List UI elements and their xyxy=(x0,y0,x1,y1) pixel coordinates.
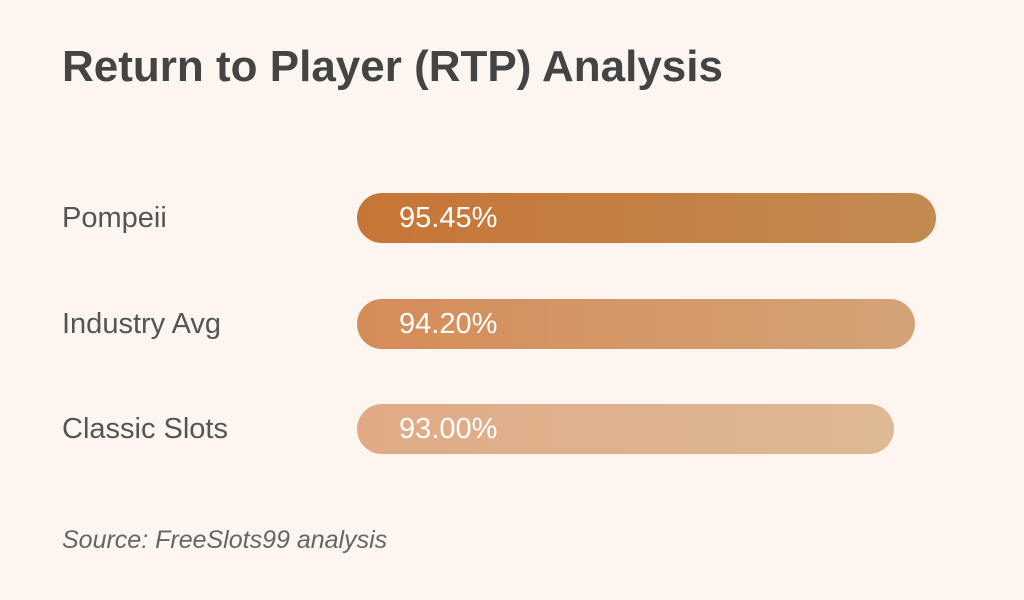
bar: 95.45% xyxy=(357,193,936,243)
source-note: Source: FreeSlots99 analysis xyxy=(62,526,388,554)
bar-value-label: 95.45% xyxy=(399,202,498,234)
bar-category-label: Industry Avg xyxy=(62,308,222,340)
bar-row: Industry Avg 94.20% xyxy=(0,299,1024,349)
bar: 93.00% xyxy=(357,404,894,454)
bar-category-label: Pompeii xyxy=(62,202,167,234)
chart-title: Return to Player (RTP) Analysis xyxy=(62,42,723,91)
bar-value-label: 93.00% xyxy=(399,413,498,445)
bar-row: Classic Slots 93.00% xyxy=(0,404,1024,454)
bar-row: Pompeii 95.45% xyxy=(0,193,1024,243)
bar-value-label: 94.20% xyxy=(399,308,498,340)
bar-category-label: Classic Slots xyxy=(62,413,228,445)
bar: 94.20% xyxy=(357,299,915,349)
